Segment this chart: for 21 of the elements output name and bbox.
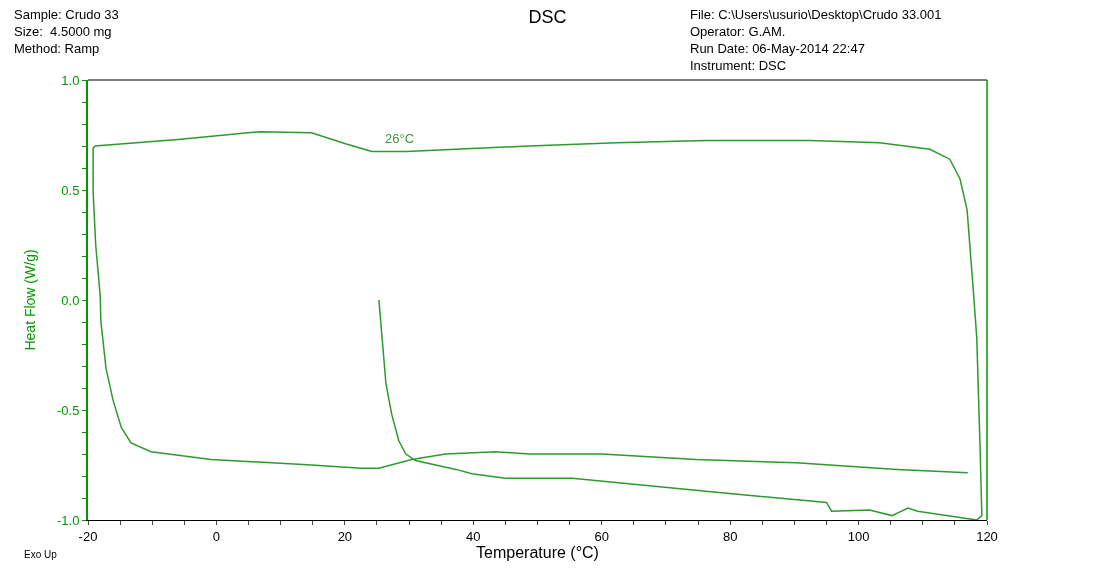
x-tick-label: 60 — [594, 528, 609, 544]
y-tick-label: -1.0 — [56, 512, 80, 528]
annotation: 26°C — [385, 131, 415, 146]
x-tick-label: 20 — [337, 528, 353, 544]
x-axis-title: Temperature (°C) — [476, 543, 599, 561]
text: Exo Up — [24, 549, 58, 560]
y-tick-label: 0.0 — [61, 292, 80, 308]
y-axis-title: Heat Flow (W/g) — [22, 249, 39, 351]
text: Sample: Crudo 33 Size: 4.5000 mg Method: Ramp — [14, 7, 119, 56]
x-tick-label: 40 — [466, 528, 481, 544]
x-tick-label: 120 — [976, 528, 998, 544]
y-tick-label: -0.5 — [56, 402, 80, 418]
y-tick-label: 1.0 — [61, 72, 80, 88]
x-tick-label: -20 — [78, 528, 98, 544]
line-series — [92, 130, 983, 520]
x-tick-label: 80 — [722, 528, 738, 544]
x-tick-label: 100 — [847, 528, 870, 544]
x-tick-label: 0 — [212, 528, 221, 544]
chart-title: DSC — [528, 6, 567, 27]
y-tick-label: 0.5 — [61, 182, 80, 198]
text: File: C:\Users\usurio\Desktop\Crudo 33.001 Operator: G.AM. Run Date: 06-May-2014 22:47 Instrument: DSC — [690, 7, 942, 73]
